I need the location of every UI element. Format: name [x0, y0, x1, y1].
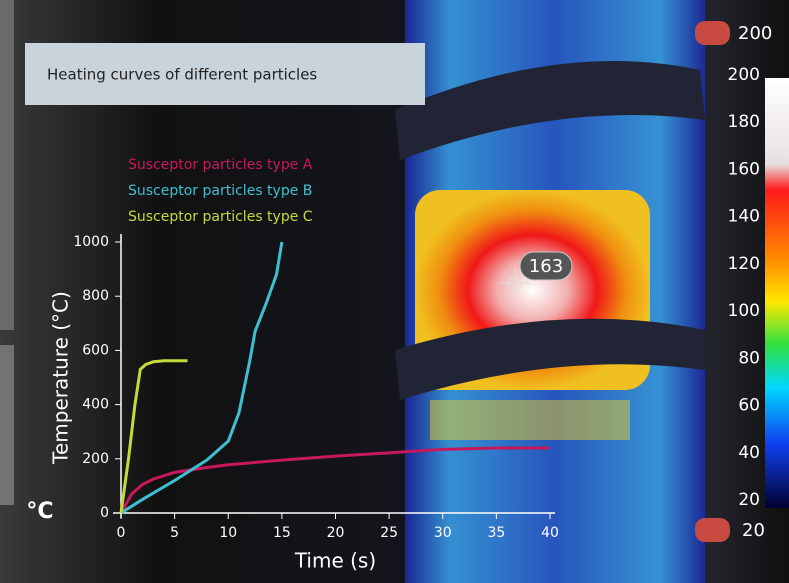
legend-entry: Susceptor particles type B — [128, 183, 312, 199]
scale-tick-label: 100 — [728, 301, 760, 321]
legend-entry: Susceptor particles type A — [128, 157, 313, 173]
range-max: 200 — [738, 23, 772, 44]
side-image — [0, 0, 14, 330]
x-tick-label: 5 — [170, 525, 179, 541]
scale-tick-label: 40 — [738, 443, 760, 463]
y-tick-label: 600 — [82, 342, 109, 358]
side-image — [0, 345, 14, 505]
thermal-scene — [395, 0, 705, 583]
screen: 163 °C 200 20 20018016014012010080604020… — [0, 0, 789, 583]
scale-tick-label: 80 — [738, 348, 760, 368]
y-tick-label: 400 — [82, 397, 109, 413]
y-tick-label: 200 — [82, 451, 109, 467]
x-tick-label: 40 — [541, 525, 559, 541]
x-tick-label: 0 — [117, 525, 126, 541]
x-tick-label: 10 — [219, 525, 237, 541]
scale-tick-label: 200 — [728, 65, 760, 85]
legend-entry: Susceptor particles type C — [128, 209, 313, 225]
color-scale — [765, 78, 789, 508]
x-tick-label: 25 — [380, 525, 398, 541]
x-tick-label: 30 — [434, 525, 452, 541]
x-axis-label: Time (s) — [294, 549, 376, 573]
scale-tick-label: 160 — [728, 159, 760, 179]
y-tick-label: 0 — [100, 505, 109, 521]
x-tick-label: 20 — [327, 525, 345, 541]
chart-title: Heating curves of different particles — [47, 66, 317, 84]
spot-temperature: 163 — [529, 256, 563, 277]
scale-tick-label: 140 — [728, 207, 760, 227]
x-tick-label: 15 — [273, 525, 291, 541]
lock-max[interactable] — [695, 21, 730, 45]
lock-min[interactable] — [695, 518, 730, 542]
unit-label: °C — [26, 499, 53, 524]
scale-tick-label: 120 — [728, 254, 760, 274]
x-tick-label: 35 — [487, 525, 505, 541]
y-tick-label: 800 — [82, 288, 109, 304]
scale-tick-label: 60 — [738, 396, 760, 416]
scale-tick-label: 20 — [738, 490, 760, 510]
y-tick-label: 1000 — [73, 234, 109, 250]
y-axis-label: Temperature (°C) — [49, 291, 73, 465]
range-min: 20 — [742, 520, 765, 541]
scale-tick-label: 180 — [728, 112, 760, 132]
